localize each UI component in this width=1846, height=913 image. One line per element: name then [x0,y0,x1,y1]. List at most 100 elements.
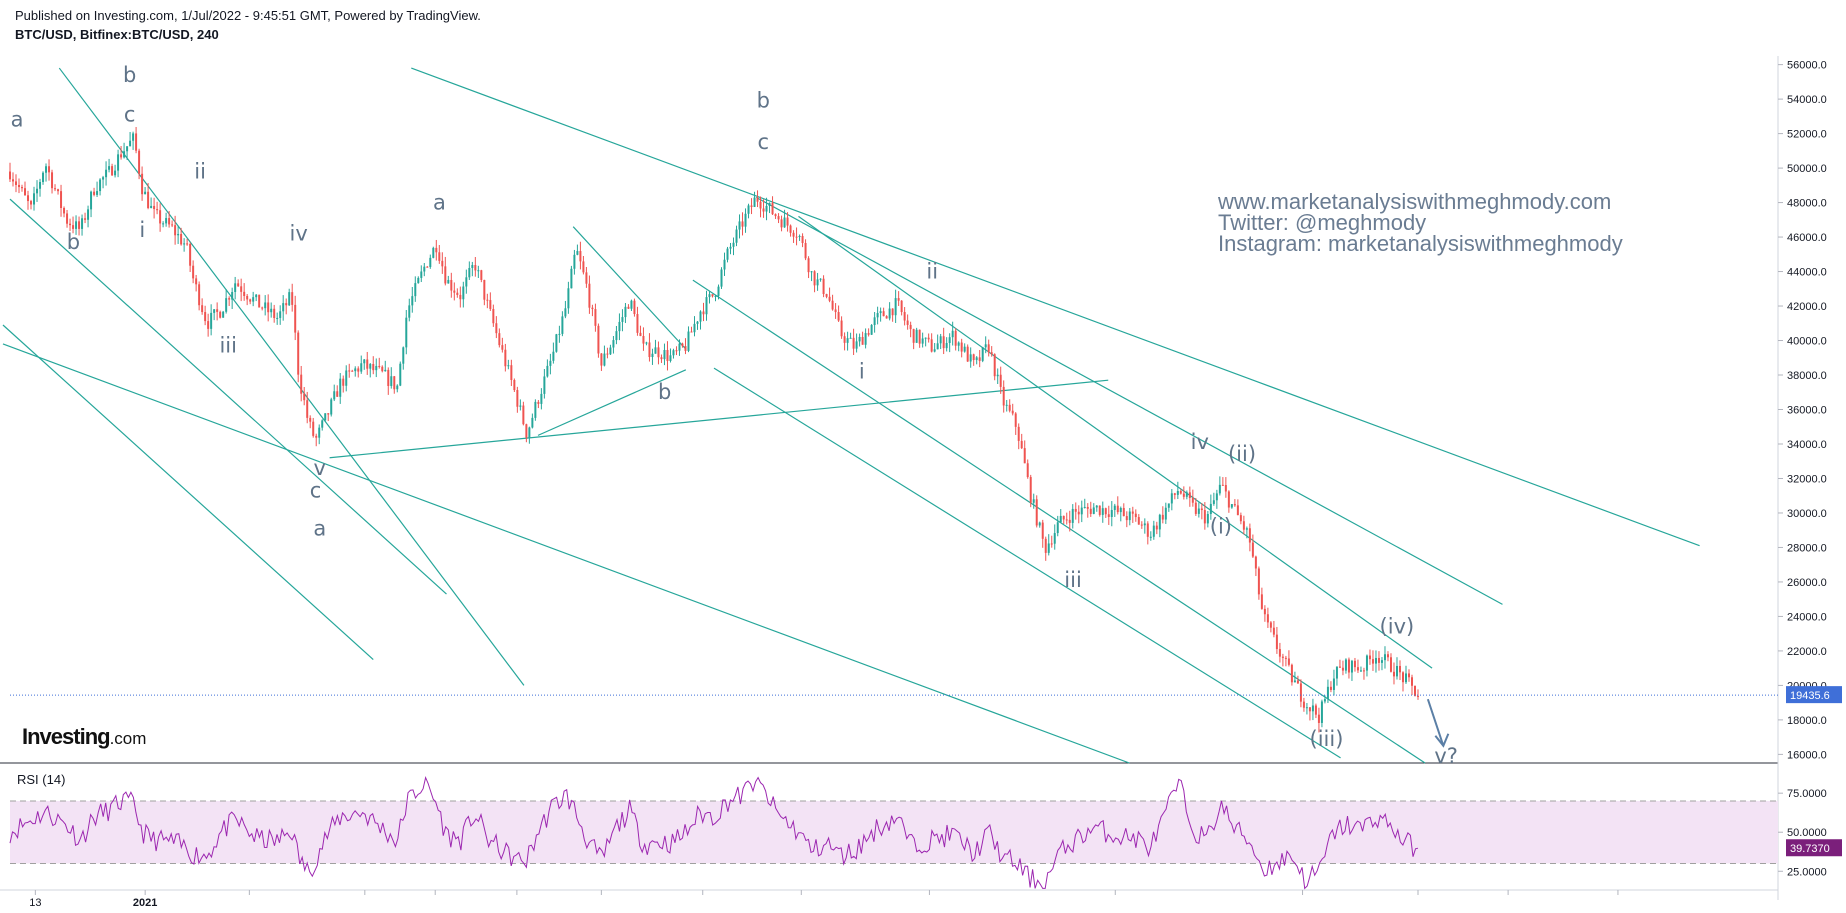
candle-body [681,343,684,347]
candle-body [288,292,291,306]
candle-body [342,378,345,386]
wave-label: a [313,516,326,540]
candle-body [75,221,78,229]
wave-label: a [433,190,446,214]
candle-body [687,331,690,351]
candle-body [1152,525,1155,537]
wave-label: iv [1191,430,1209,454]
candle-body [825,294,828,297]
candle-body [1101,508,1104,515]
candle-body [1320,701,1323,723]
candle-body [705,297,708,315]
candle-body [1335,666,1338,679]
candle-body [264,302,267,309]
candle-body [1170,493,1173,504]
candle-body [1026,463,1029,478]
candle-body [1128,511,1131,521]
candle-body [1149,536,1152,538]
trendline [713,367,1341,759]
candle-body [1083,506,1086,508]
wave-label: b [757,89,770,113]
candle-body [1008,404,1011,411]
candle-body [327,413,330,415]
candle-body [1056,522,1059,534]
candle-body [1017,426,1020,441]
candle-body [525,424,528,438]
candle-body [717,286,720,296]
candle-body [888,308,891,319]
trendline [9,198,447,595]
candle-body [906,320,909,325]
candle-body [651,353,654,358]
candle-body [510,365,513,381]
candle-body [1185,492,1188,497]
candle-body [894,298,897,316]
wave-label: a [11,108,24,132]
candle-body [27,195,30,202]
candle-body [78,221,81,229]
candle-body [1029,477,1032,503]
candle-body [1143,523,1146,526]
candle-body [729,246,732,249]
candle-body [615,331,618,341]
candle-body [1002,386,1005,406]
candle-body [1395,665,1398,677]
candle-body [54,188,57,190]
candle-body [222,311,225,318]
candle-body [630,300,633,309]
candle-body [18,184,21,188]
candle-body [828,296,831,301]
candle-body [129,140,132,147]
candle-body [753,197,756,207]
candle-body [300,374,303,394]
candle-body [1296,680,1299,684]
candle-body [420,271,423,278]
candle-body [603,353,606,366]
price-tick-label: 18000.0 [1787,715,1827,727]
candle-body [1122,507,1125,517]
candle-body [654,347,657,354]
candle-body [1275,634,1278,650]
candle-body [1197,508,1200,514]
candle-body [693,323,696,333]
candle-body [204,312,207,322]
candle-body [747,205,750,214]
watermark-website: www.marketanalysiswithmeghmody.com [1218,189,1612,214]
candle-body [399,363,402,386]
candle-body [1311,705,1314,712]
price-tick-label: 28000.0 [1787,542,1827,554]
candle-body [117,154,120,171]
candle-body [969,354,972,362]
candle-body [1131,511,1134,514]
candle-body [81,218,84,229]
trendline [692,279,1426,764]
candle-body [255,294,258,298]
candle-body [1224,485,1227,492]
candle-body [1353,660,1356,668]
rsi-value-label: 39.7370 [1790,843,1830,855]
price-tick-label: 32000.0 [1787,473,1827,485]
candle-body [180,233,183,245]
candle-body [585,272,588,284]
projection-arrow-head [1434,733,1450,748]
candle-body [120,154,123,158]
candle-body [1278,649,1281,657]
candle-body [333,391,336,400]
wave-label: v [314,456,326,480]
candle-body [1383,654,1386,661]
candle-body [666,350,669,361]
price-tick-label: 16000.0 [1787,749,1827,761]
candle-body [312,421,315,436]
candle-body [84,218,87,220]
rsi-legend: RSI (14) [17,772,66,787]
candle-body [249,299,252,302]
candle-body [786,217,789,226]
candle-body [789,225,792,233]
candle-body [771,202,774,215]
candle-body [393,376,396,390]
candle-body [726,248,729,260]
candle-body [1200,508,1203,511]
candle-body [87,209,90,220]
candle-body [474,265,477,271]
watermark-instagram: Instagram: marketanalysiswithmeghmody [1218,231,1623,256]
